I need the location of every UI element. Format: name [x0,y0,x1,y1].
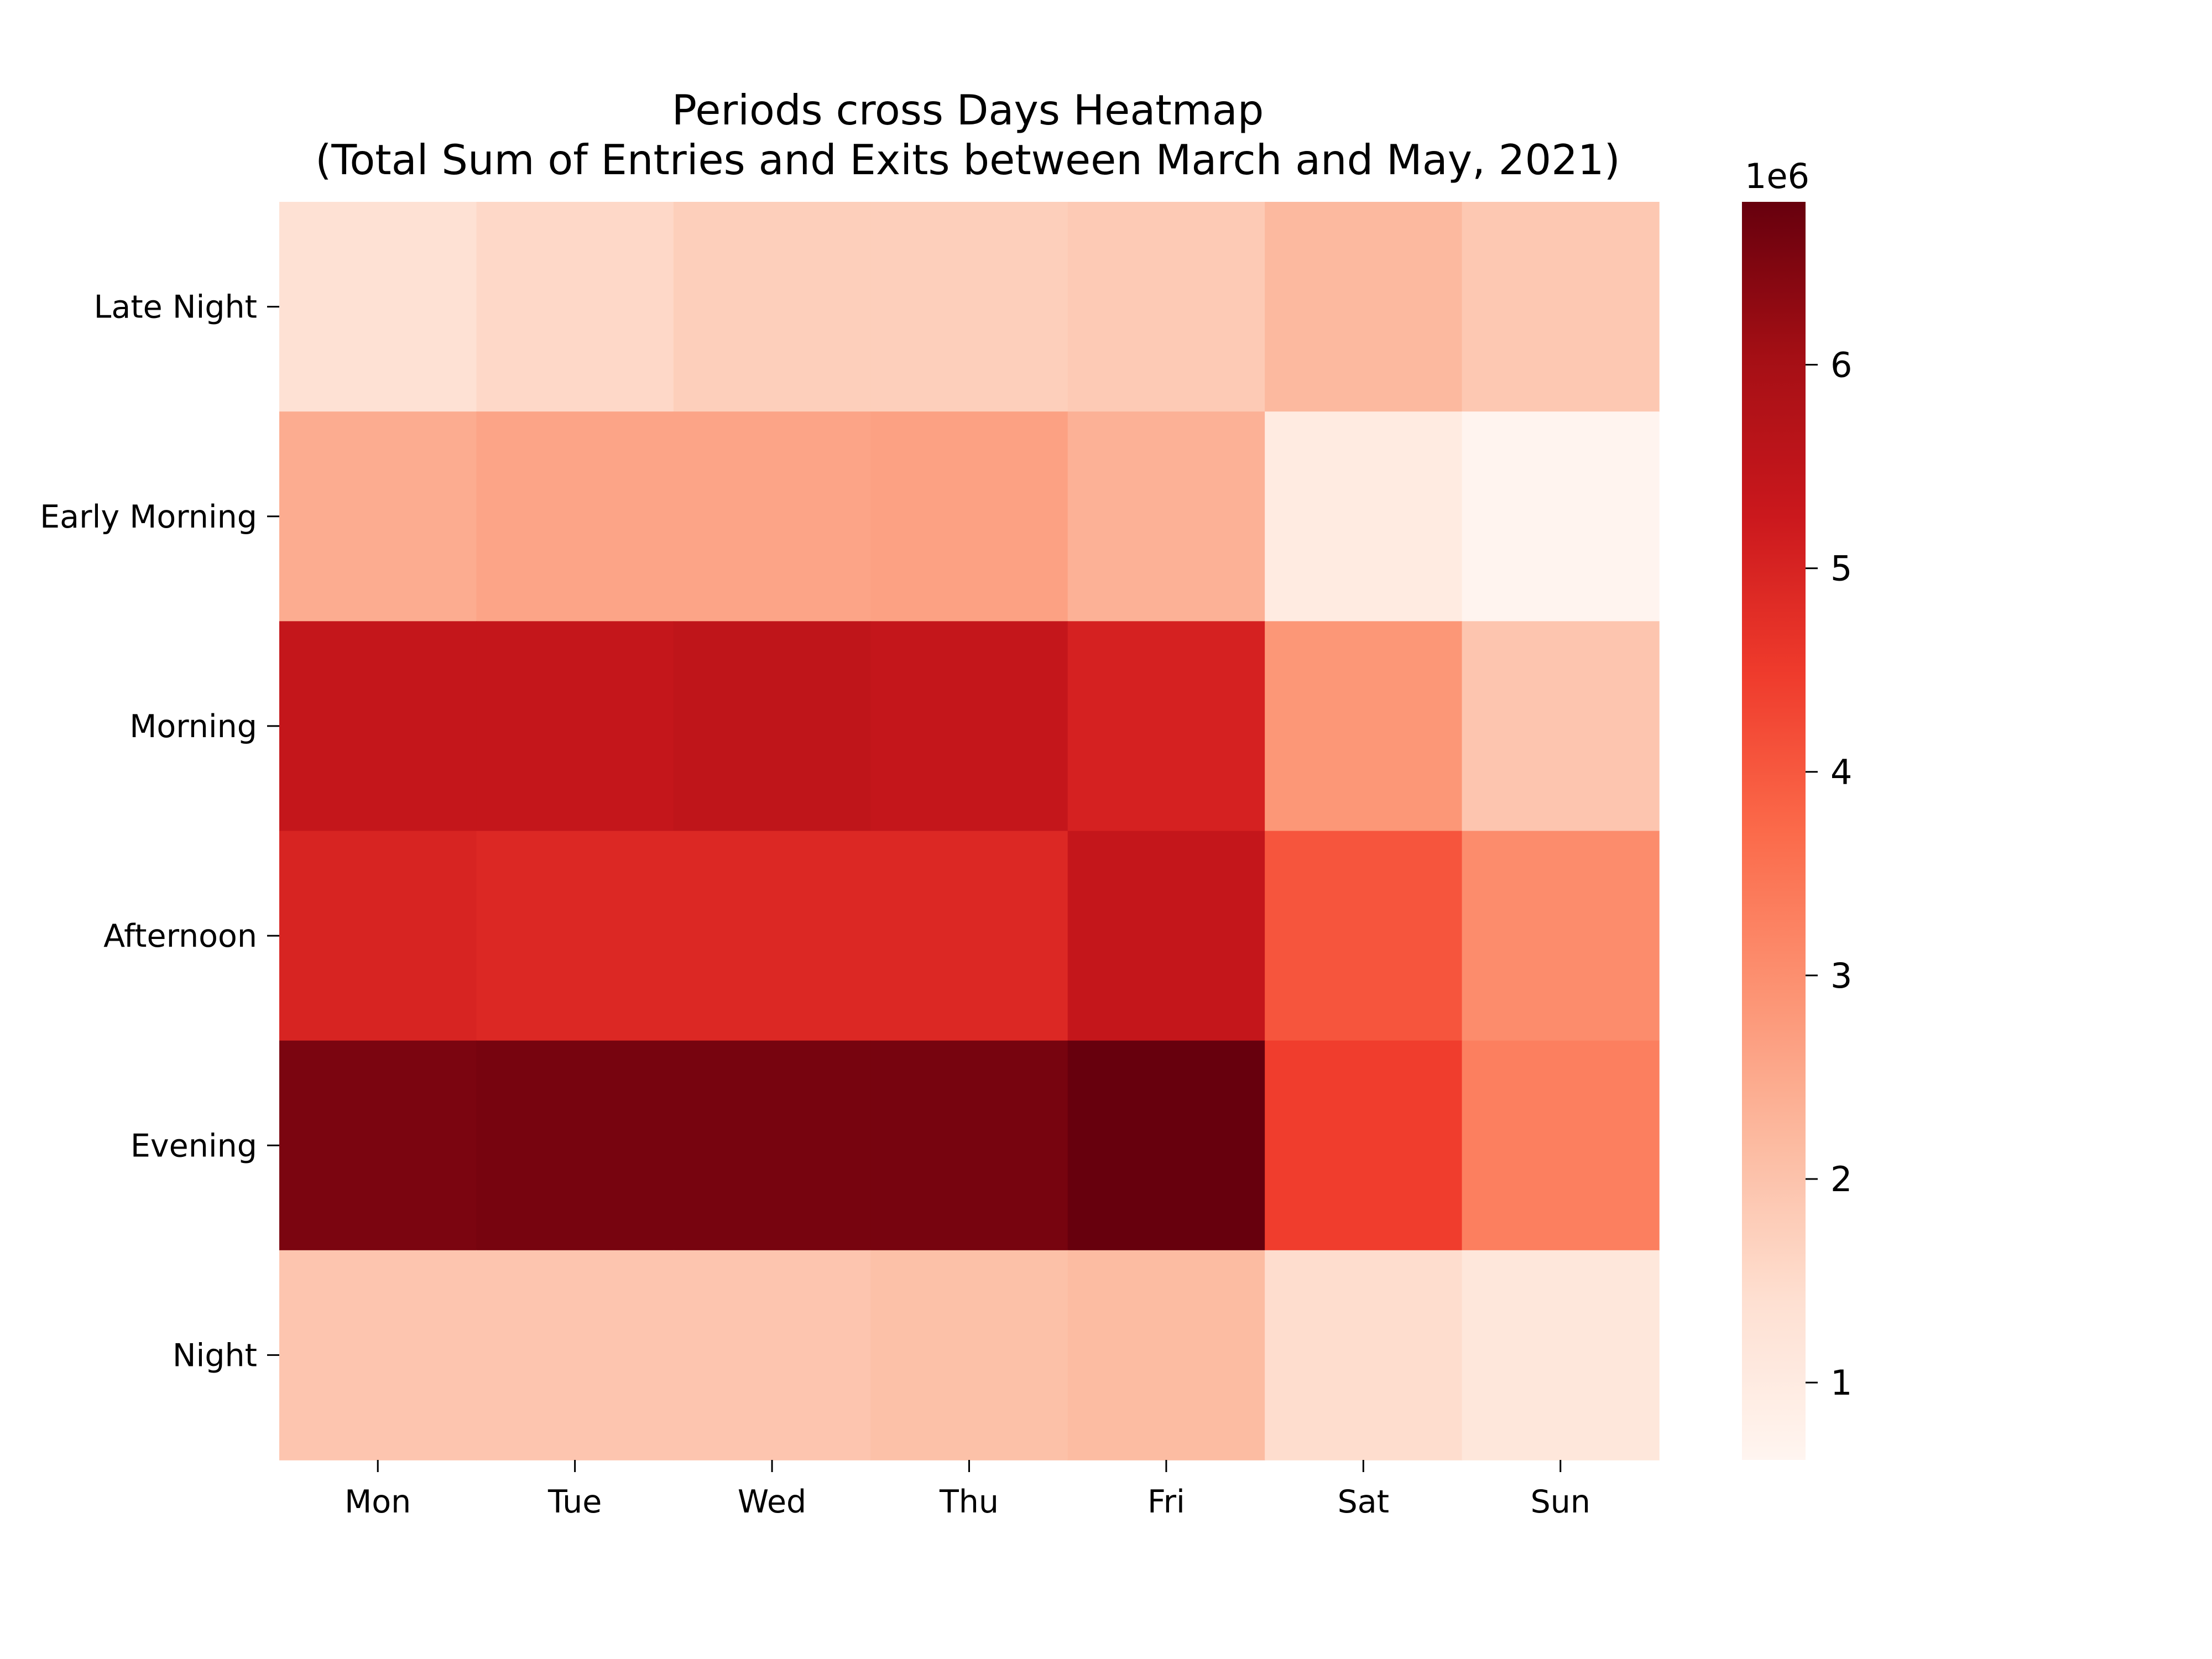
heatmap-cell-evening-tue [476,1040,674,1251]
heatmap-cell-morning-thu [870,621,1068,832]
y-tick-label: Afternoon [103,918,257,954]
y-tick-label: Early Morning [40,499,257,535]
heatmap-cell-morning-tue [476,621,674,832]
heatmap-cell-night-tue [476,1250,674,1460]
y-tick-label: Morning [129,708,257,745]
heatmap-cell-afternoon-sat [1265,831,1463,1041]
x-axis: Mon Tue Wed Thu Fri Sat Sun [345,1460,1590,1520]
heatmap-cell-late-night-thu [870,202,1068,412]
heatmap-cell-afternoon-wed [673,831,872,1041]
colorbar-offset-text: 1e6 [1745,156,1809,196]
heatmap-cell-evening-wed [673,1040,872,1251]
colorbar-tick-label: 2 [1830,1159,1852,1199]
y-axis: Late Night Early Morning Morning Afternoon E… [40,289,279,1374]
colorbar-tick-label: 1 [1830,1363,1852,1403]
heatmap-cell-morning-sun [1462,621,1660,832]
x-tick-label: Sat [1338,1484,1389,1520]
x-tick-label: Tue [547,1484,602,1520]
heatmap-cell-afternoon-fri [1067,831,1265,1041]
heatmap-cell-evening-thu [870,1040,1068,1251]
heatmap-cell-evening-sat [1265,1040,1463,1251]
heatmap-cell-evening-sun [1462,1040,1660,1251]
x-tick-label: Sun [1531,1484,1590,1520]
x-tick-label: Mon [345,1484,411,1520]
heatmap-cell-evening-mon [279,1040,477,1251]
heatmap-cell-night-wed [673,1250,872,1460]
colorbar-gradient [1742,202,1806,1460]
chart-title-line-2: (Total Sum of Entries and Exits between … [315,135,1620,184]
y-tick-label: Night [173,1337,257,1374]
heatmap-cell-afternoon-thu [870,831,1068,1041]
heatmap-cell-late-night-wed [673,202,872,412]
heatmap-cell-early-morning-sun [1462,411,1660,622]
y-tick-label: Evening [131,1128,257,1164]
heatmap-cell-night-sun [1462,1250,1660,1460]
chart-title-line-1: Periods cross Days Heatmap [672,86,1264,134]
x-tick-label: Fri [1147,1484,1185,1520]
heatmap-cell-morning-wed [673,621,872,832]
colorbar-tick-label: 6 [1830,345,1852,385]
y-tick-label: Late Night [94,289,257,326]
heatmap-cell-early-morning-mon [279,411,477,622]
colorbar-tick-label: 3 [1830,956,1852,996]
heatmap-cell-early-morning-wed [673,411,872,622]
colorbar-tick-label: 4 [1830,752,1852,792]
colorbar-tick-label: 5 [1830,549,1852,589]
heatmap-cell-early-morning-sat [1265,411,1463,622]
heatmap-cell-late-night-sat [1265,202,1463,412]
heatmap-cell-night-thu [870,1250,1068,1460]
heatmap-cell-morning-fri [1067,621,1265,832]
x-tick-label: Thu [939,1484,999,1520]
heatmap-cell-afternoon-mon [279,831,477,1041]
heatmap-cell-morning-sat [1265,621,1463,832]
heatmap-cell-night-sat [1265,1250,1463,1460]
heatmap-cell-late-night-sun [1462,202,1660,412]
heatmap-cell-afternoon-sun [1462,831,1660,1041]
colorbar: 1 2 3 4 5 6 [1742,202,1852,1460]
heatmap-cell-early-morning-tue [476,411,674,622]
heatmap-cells [279,202,1660,1460]
heatmap-cell-late-night-fri [1067,202,1265,412]
heatmap-cell-night-fri [1067,1250,1265,1460]
heatmap-cell-afternoon-tue [476,831,674,1041]
heatmap-cell-morning-mon [279,621,477,832]
heatmap-cell-early-morning-fri [1067,411,1265,622]
heatmap-cell-evening-fri [1067,1040,1265,1251]
heatmap-cell-night-mon [279,1250,477,1460]
x-tick-label: Wed [738,1484,806,1520]
heatmap-cell-early-morning-thu [870,411,1068,622]
heatmap-cell-late-night-mon [279,202,477,412]
heatmap-cell-late-night-tue [476,202,674,412]
